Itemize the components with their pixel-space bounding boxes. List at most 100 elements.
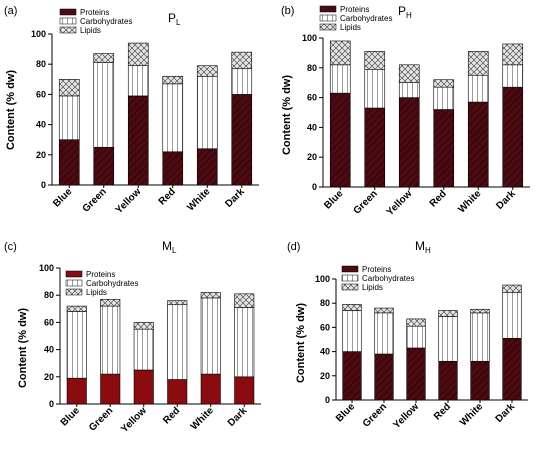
legend: Proteins Carbohydrates Lipids: [319, 5, 392, 32]
x-tick-label: White: [189, 405, 216, 432]
bar-carbohydrates-green: [364, 68, 386, 109]
bar-lipids-white: [196, 65, 218, 77]
legend-label-carbohydrates: Carbohydrates: [86, 279, 138, 288]
legend-swatch-carbohydrates: [59, 17, 77, 25]
plot-area: 0 20 40 60 80 100 Blue Green Yellow Red White Dark: [31, 29, 259, 216]
bar-carbohydrates-green: [93, 62, 115, 148]
x-tick-label: Yellow: [119, 405, 149, 435]
bar-lipids-green: [364, 51, 386, 70]
x-tick-label: Green: [81, 186, 109, 214]
panel-a: (a) PL Content (% dw) Proteins Carbohydr…: [4, 5, 259, 216]
legend-swatch-lipids: [319, 23, 337, 31]
bar-carbohydrates-white: [200, 297, 221, 375]
x-tick-label: Red: [428, 188, 449, 209]
x-tick-label: Red: [432, 401, 453, 422]
bar-lipids-yellow: [133, 322, 154, 330]
y-tick-label: 20: [44, 372, 54, 382]
bar-lipids-blue: [342, 304, 362, 311]
bar-lipids-dark: [502, 284, 522, 293]
y-tick-label: 60: [307, 93, 317, 103]
panel-label: (b): [281, 5, 294, 17]
title-main: P: [168, 11, 176, 25]
y-tick-label: 0: [325, 395, 330, 405]
legend: Proteins Carbohydrates Lipids: [65, 270, 138, 297]
y-tick-label: 60: [36, 89, 46, 99]
bar-lipids-red: [167, 300, 188, 306]
y-tick-label: 20: [36, 150, 46, 160]
bar-proteins-white: [196, 148, 218, 186]
panel-title: MH: [415, 239, 431, 255]
y-tick-label: 60: [320, 322, 330, 332]
x-tick-label: Yellow: [114, 186, 144, 216]
bar-proteins-dark: [231, 94, 253, 186]
title-sub: H: [406, 11, 412, 20]
y-tick-label: 80: [307, 63, 317, 73]
bar-carbohydrates-dark: [231, 68, 253, 95]
bar-carbohydrates-white: [470, 312, 490, 362]
plot-area: 0 20 40 60 80 100 Blue Green Yellow Red White Dark: [302, 33, 530, 218]
bar-lipids-blue: [66, 305, 87, 312]
y-tick-label: 80: [44, 290, 54, 300]
y-axis-label: Content (% dw): [5, 70, 17, 150]
bar-carbohydrates-green: [100, 305, 121, 375]
bar-proteins-red: [167, 379, 188, 405]
legend-swatch-proteins: [59, 8, 77, 16]
bar-lipids-white: [470, 308, 490, 314]
bar-carbohydrates-blue: [329, 64, 351, 94]
x-tick-label: White: [185, 186, 212, 213]
x-tick-label: Yellow: [391, 401, 421, 431]
x-tick-label: Yellow: [385, 188, 415, 218]
bar-proteins-green: [100, 373, 121, 405]
bar-proteins-green: [374, 353, 394, 401]
bar-lipids-blue: [58, 79, 80, 97]
legend-label-proteins: Proteins: [86, 270, 115, 279]
legend-swatch-carbohydrates: [341, 274, 359, 282]
panel-label: (d): [287, 241, 300, 253]
bar-lipids-yellow: [398, 64, 420, 83]
y-tick-label: 40: [44, 345, 54, 355]
bar-lipids-dark: [231, 51, 253, 70]
bar-carbohydrates-dark: [502, 64, 524, 88]
bar-carbohydrates-white: [196, 75, 218, 150]
y-tick-label: 40: [307, 122, 317, 132]
bar-carbohydrates-red: [167, 304, 188, 380]
legend-swatch-carbohydrates: [319, 14, 337, 22]
title-sub: H: [425, 246, 431, 255]
bar-carbohydrates-blue: [342, 310, 362, 352]
y-tick-label: 80: [320, 298, 330, 308]
bar-lipids-green: [374, 307, 394, 314]
legend-swatch-proteins: [319, 5, 337, 13]
bar-lipids-blue: [329, 40, 351, 66]
legend-label-carbohydrates: Carbohydrates: [80, 17, 132, 26]
panel-title: PH: [398, 4, 412, 20]
legend-label-lipids: Lipids: [80, 26, 101, 35]
x-tick-label: Dark: [226, 405, 250, 429]
panel-label: (a): [4, 5, 17, 17]
y-tick-label: 0: [49, 399, 54, 409]
legend-label-proteins: Proteins: [80, 8, 109, 17]
panel-title: PL: [168, 11, 181, 27]
legend-swatch-proteins: [65, 270, 83, 278]
legend-label-proteins: Proteins: [362, 265, 391, 274]
y-tick-label: 0: [41, 180, 46, 190]
y-axis-label: Content (% dw): [281, 75, 293, 155]
title-main: M: [415, 239, 425, 253]
bar-carbohydrates-blue: [66, 311, 87, 379]
panel-d: (d) MH Content (% dw) Proteins Carbohydr…: [287, 239, 528, 431]
legend-label-carbohydrates: Carbohydrates: [340, 14, 392, 23]
bar-proteins-yellow: [127, 95, 149, 186]
y-tick-label: 100: [315, 274, 330, 284]
bar-carbohydrates-green: [374, 312, 394, 355]
y-tick-label: 60: [44, 317, 54, 327]
bar-proteins-red: [433, 109, 455, 188]
bar-carbohydrates-red: [433, 86, 455, 110]
bar-carbohydrates-yellow: [398, 82, 420, 98]
bar-carbohydrates-dark: [502, 292, 522, 339]
bar-lipids-dark: [234, 293, 255, 308]
legend: Proteins Carbohydrates Lipids: [341, 265, 414, 292]
y-tick-label: 20: [320, 371, 330, 381]
bar-carbohydrates-red: [162, 83, 184, 153]
title-main: M: [162, 239, 172, 253]
bar-lipids-white: [200, 292, 221, 299]
